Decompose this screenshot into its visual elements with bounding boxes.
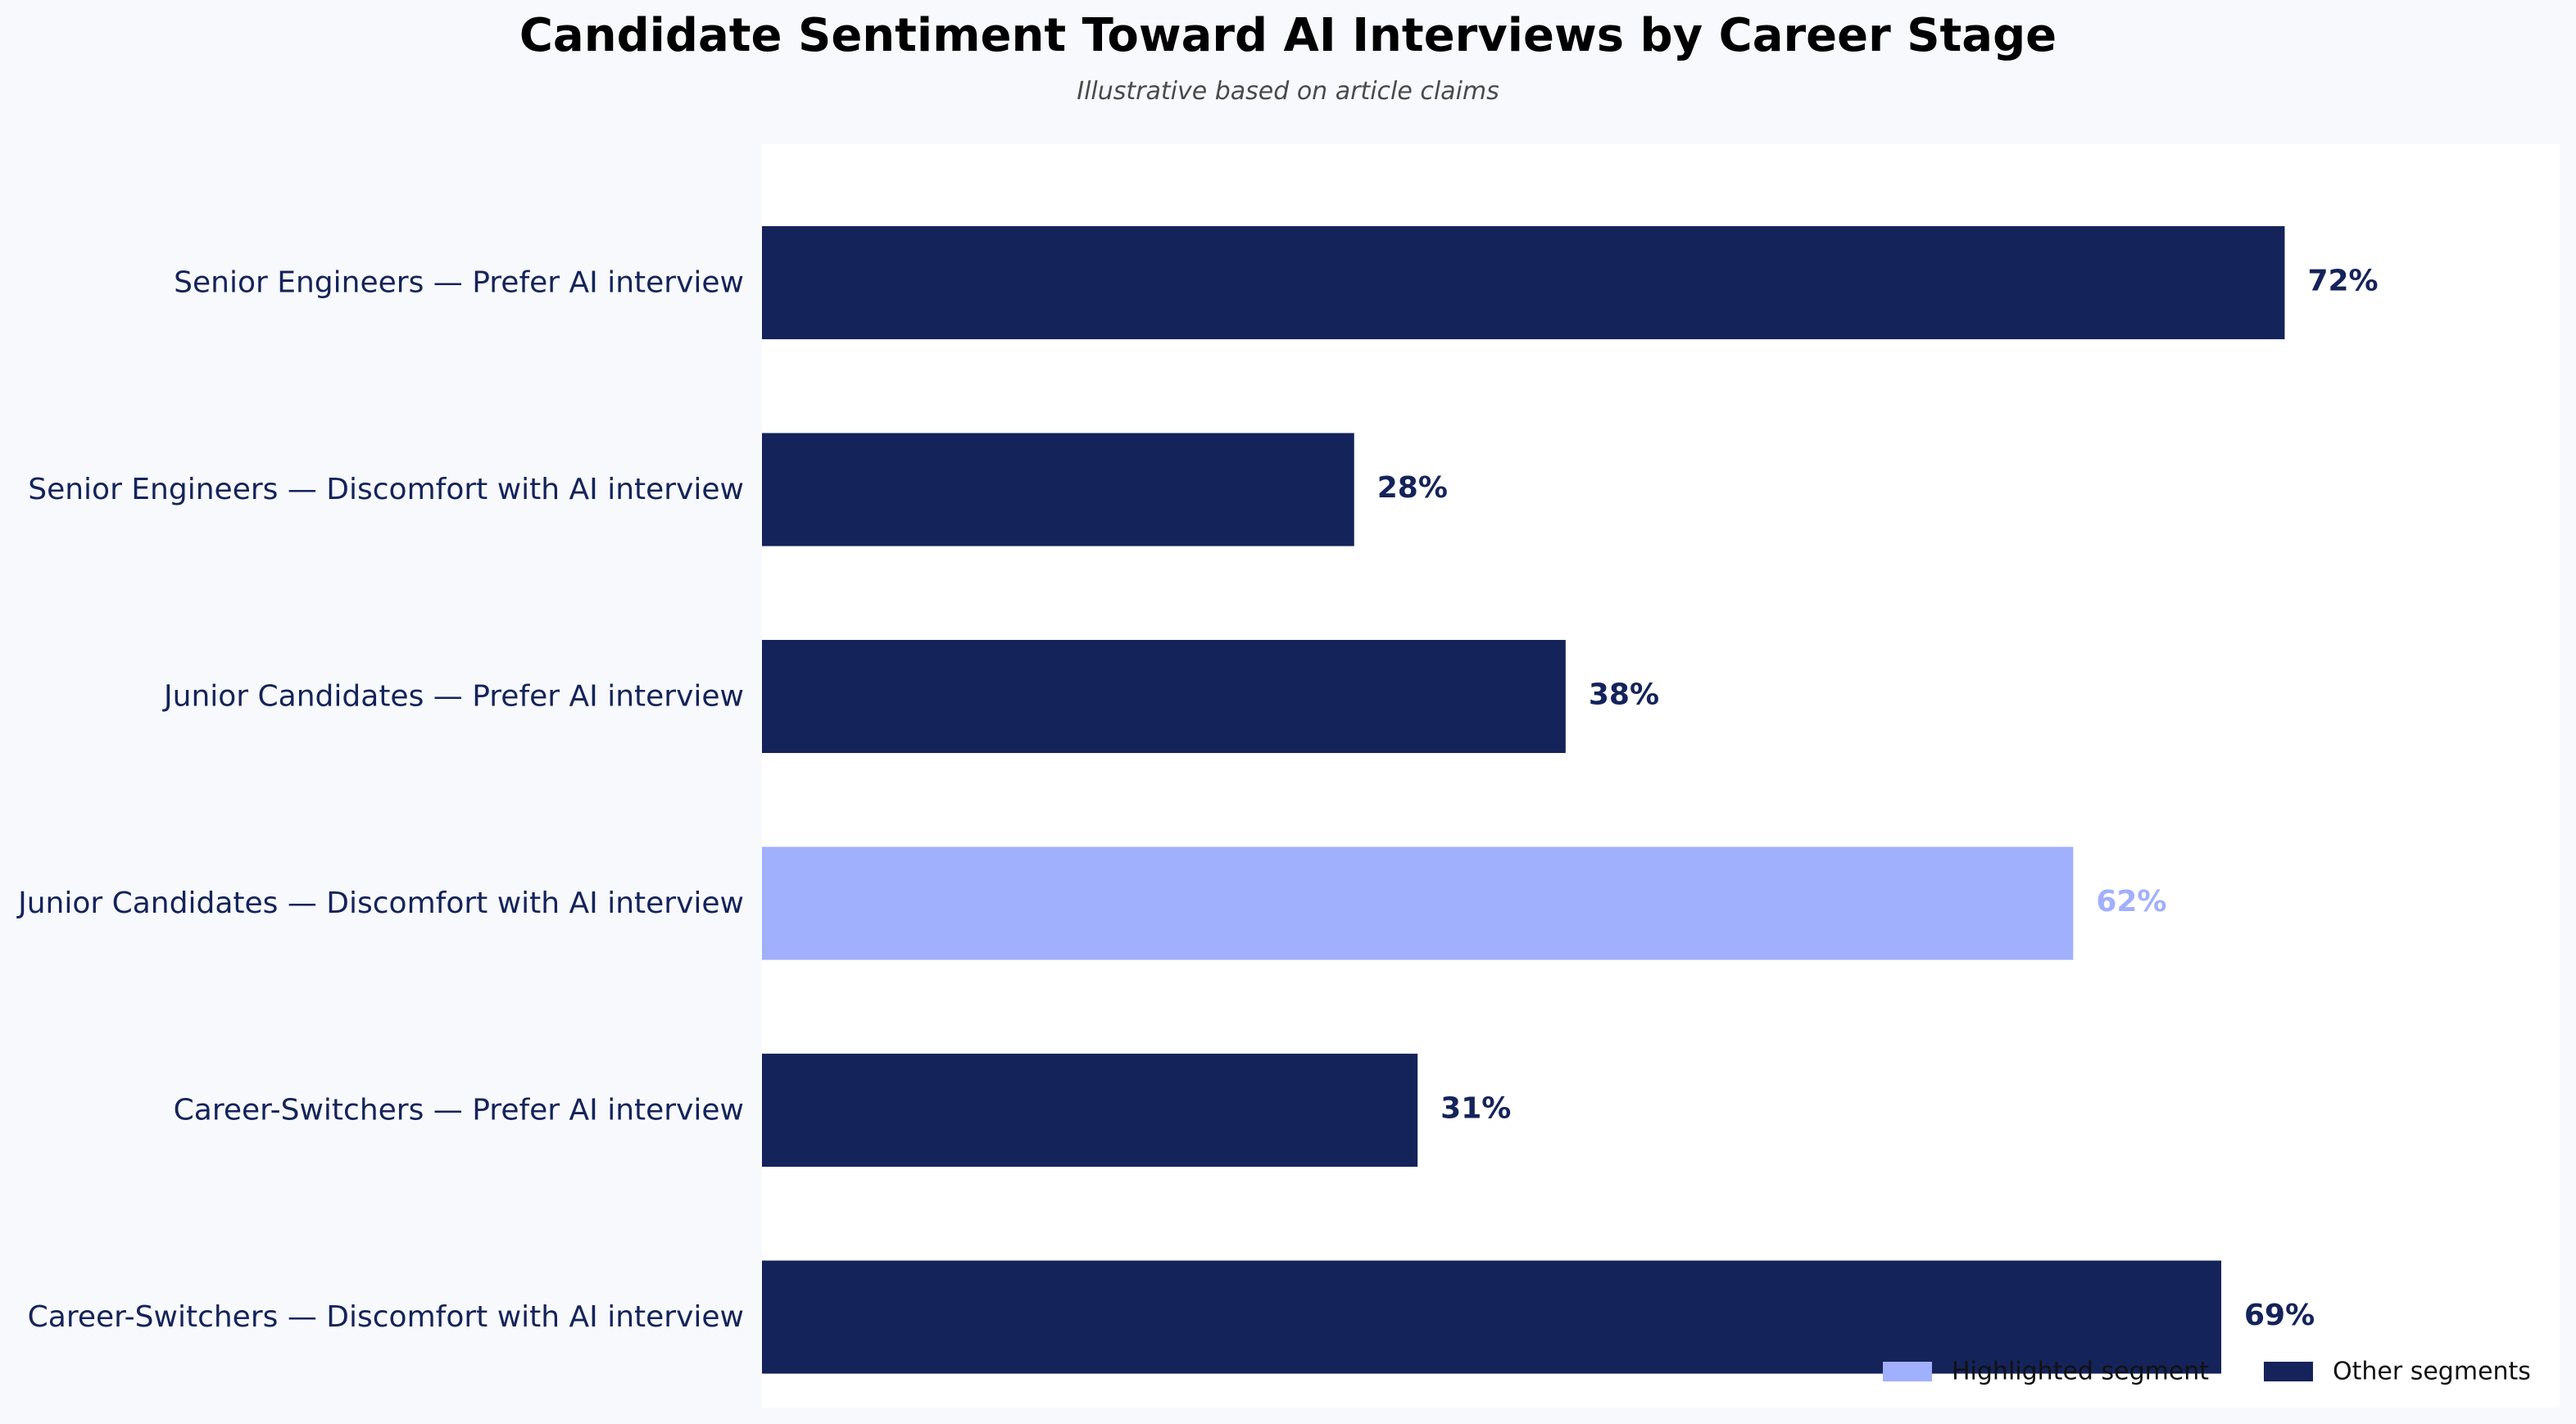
category-label-6: Career-Switchers — Discomfort with AI in… (28, 1300, 744, 1334)
bar-4 (762, 846, 2074, 960)
value-label-3: 38% (1589, 678, 1659, 712)
category-label-1: Senior Engineers — Prefer AI interview (174, 266, 744, 300)
value-label-4: 62% (2096, 885, 2166, 918)
bar-6 (762, 1260, 2222, 1374)
value-label-2: 28% (1377, 471, 1448, 505)
value-label-5: 31% (1440, 1092, 1511, 1126)
category-label-4: Junior Candidates — Discomfort with AI i… (16, 887, 744, 920)
legend-label-2: Other segments (2333, 1358, 2531, 1386)
bar-5 (762, 1054, 1418, 1168)
bar-2 (762, 433, 1354, 546)
category-label-3: Junior Candidates — Prefer AI interview (162, 680, 744, 714)
chart-subtitle: Illustrative based on article claims (1077, 77, 1499, 106)
value-label-6: 69% (2244, 1299, 2315, 1332)
legend-swatch-1 (1883, 1362, 1932, 1381)
bar-3 (762, 640, 1566, 754)
legend-swatch-2 (2264, 1362, 2313, 1381)
chart-title: Candidate Sentiment Toward AI Interviews… (519, 9, 2057, 62)
bar-1 (762, 226, 2285, 340)
plot-area (762, 144, 2560, 1408)
category-labels: Senior Engineers — Prefer AI interview Se… (16, 266, 744, 1335)
value-labels: 72% 28% 38% 62% 31% 69% (1377, 265, 2379, 1333)
bars-group (762, 226, 2285, 1374)
legend-label-1: Highlighted segment (1952, 1358, 2209, 1386)
value-label-1: 72% (2307, 265, 2378, 298)
legend: Highlighted segment Other segments (1883, 1358, 2531, 1386)
category-label-5: Career-Switchers — Prefer AI interview (174, 1094, 744, 1127)
category-label-2: Senior Engineers — Discomfort with AI in… (28, 473, 744, 506)
